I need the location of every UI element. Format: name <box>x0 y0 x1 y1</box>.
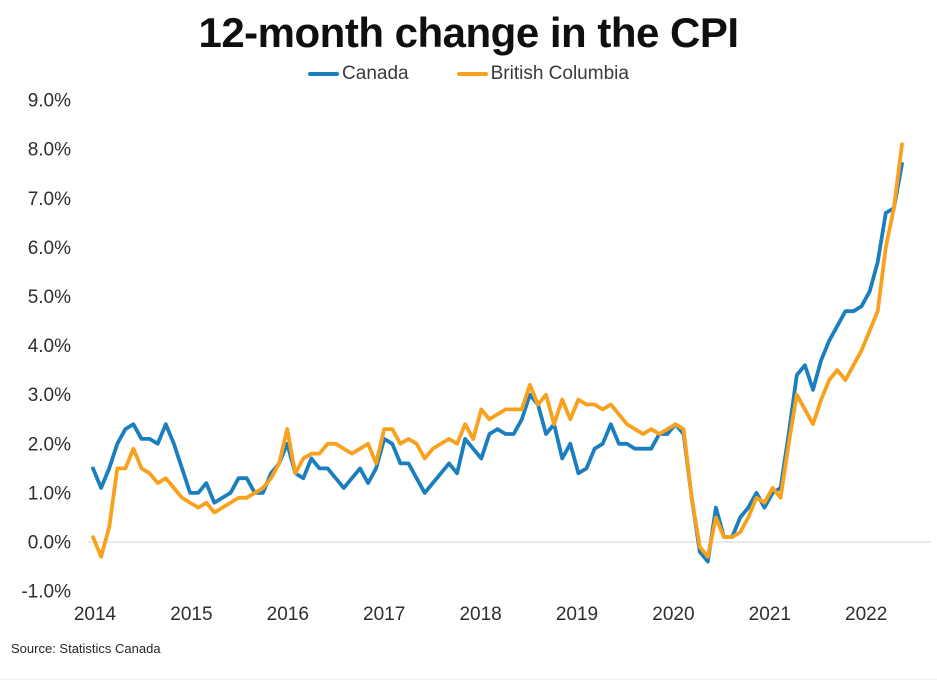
x-axis-tick-label: 2015 <box>170 604 212 625</box>
y-axis-tick-label: 4.0% <box>28 336 71 357</box>
x-axis-tick-label: 2022 <box>845 604 887 625</box>
legend-item-british-columbia: British Columbia <box>456 63 629 85</box>
chart-title: 12-month change in the CPI <box>198 9 739 56</box>
y-axis-tick-label: 3.0% <box>28 385 71 406</box>
british-columbia-line <box>91 142 904 559</box>
y-axis-tick-label: 8.0% <box>28 140 71 161</box>
x-axis-tick-label: 2016 <box>267 604 309 625</box>
y-axis-tick-label: 2.0% <box>28 434 71 455</box>
y-axis-tick-label: 0.0% <box>28 533 71 554</box>
x-axis-tick-label: 2020 <box>652 604 694 625</box>
legend-label-canada: Canada <box>342 63 409 85</box>
x-axis-tick-label: 2014 <box>74 604 117 625</box>
x-axis-tick-label: 2021 <box>749 604 791 625</box>
y-axis-tick-label: 7.0% <box>28 189 71 210</box>
x-axis-tick-label: 2017 <box>363 604 405 625</box>
british-columbia-line-swatch-icon <box>456 72 488 77</box>
legend-item-canada: Canada <box>308 63 409 85</box>
y-axis-tick-label: -1.0% <box>21 582 71 603</box>
y-axis-tick-label: 6.0% <box>28 238 71 259</box>
canada-line <box>91 161 904 564</box>
source-note: Source: Statistics Canada <box>11 641 161 656</box>
y-axis-tick-label: 1.0% <box>28 483 71 504</box>
y-axis-tick-label: 5.0% <box>28 287 71 308</box>
x-axis-tick-label: 2019 <box>556 604 598 625</box>
legend-label-british-columbia: British Columbia <box>490 63 629 85</box>
canada-line-swatch-icon <box>308 72 340 77</box>
legend: Canada British Columbia <box>0 63 937 85</box>
y-axis-tick-label: 9.0% <box>28 91 71 112</box>
x-axis-tick-label: 2018 <box>459 604 501 625</box>
